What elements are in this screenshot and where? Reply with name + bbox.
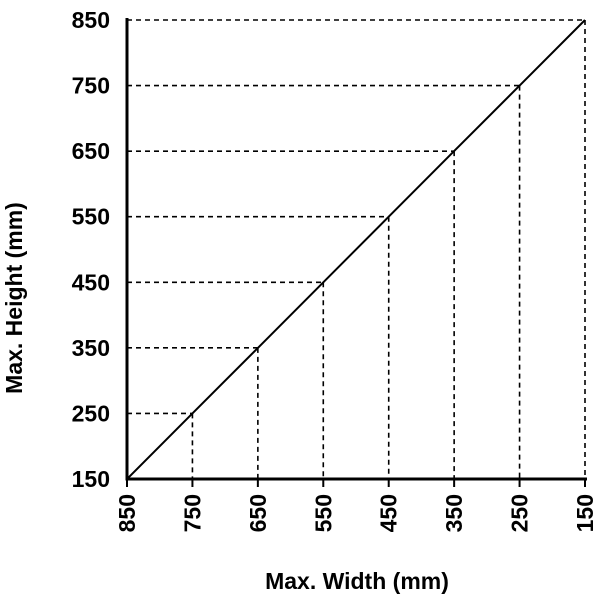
x-tick-label: 450 bbox=[376, 494, 402, 532]
y-tick-label: 850 bbox=[72, 7, 110, 33]
y-tick-label: 650 bbox=[72, 138, 110, 164]
guide-lines bbox=[127, 19, 586, 479]
x-tick-label: 350 bbox=[441, 494, 467, 532]
series-line bbox=[126, 19, 586, 480]
y-tick-label: 750 bbox=[72, 73, 110, 99]
y-tick-labels: 150 250 350 450 550 650 750 850 bbox=[72, 7, 110, 492]
x-tick-label: 250 bbox=[507, 494, 533, 532]
y-axis-label: Max. Height (mm) bbox=[1, 202, 27, 394]
x-tick-label: 850 bbox=[114, 494, 140, 532]
y-tick-label: 250 bbox=[72, 400, 110, 426]
x-axis-label: Max. Width (mm) bbox=[265, 568, 449, 594]
y-tick-label: 550 bbox=[72, 204, 110, 230]
y-tick-label: 350 bbox=[72, 335, 110, 361]
x-tick-labels: 850 750 650 550 450 350 250 150 bbox=[114, 494, 598, 532]
axes bbox=[125, 18, 587, 487]
series bbox=[126, 19, 586, 480]
x-tick-label: 150 bbox=[572, 494, 598, 532]
x-tick-label: 650 bbox=[245, 494, 271, 532]
x-tick-label: 750 bbox=[179, 494, 205, 532]
x-tick-label: 550 bbox=[310, 494, 336, 532]
y-tick-label: 150 bbox=[72, 466, 110, 492]
y-tick-label: 450 bbox=[72, 269, 110, 295]
